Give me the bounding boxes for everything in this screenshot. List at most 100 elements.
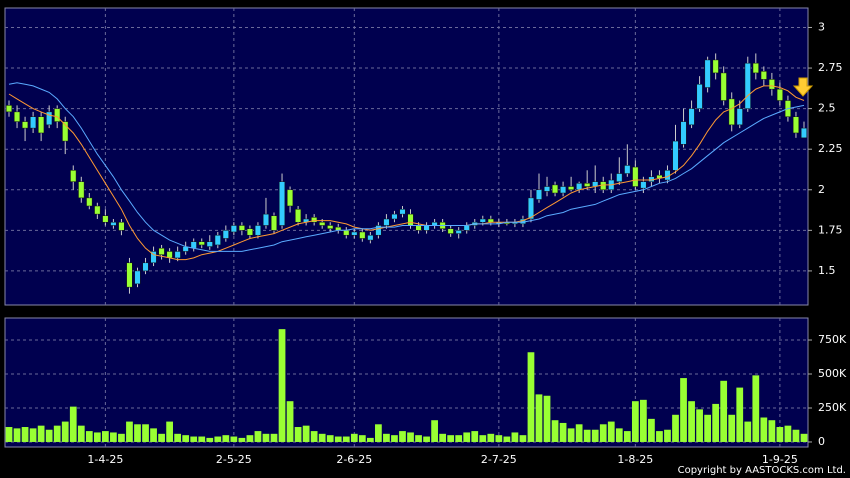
candle-body xyxy=(134,270,141,285)
volume-bar xyxy=(69,406,77,442)
volume-bar xyxy=(270,433,278,442)
volume-bar xyxy=(383,433,390,442)
y-tick-label: 2.5 xyxy=(818,102,836,115)
candle-body xyxy=(254,225,262,236)
candle-body xyxy=(768,79,775,90)
volume-bar xyxy=(447,435,455,442)
volume-bar xyxy=(471,431,479,442)
volume-bar xyxy=(463,432,471,442)
candle-body xyxy=(287,189,294,207)
candle-body xyxy=(391,213,398,220)
candle-body xyxy=(736,108,743,126)
y-tick-label: 2 xyxy=(818,183,825,196)
volume-bar xyxy=(85,431,93,442)
price-panel xyxy=(4,7,809,306)
volume-bar xyxy=(326,435,334,442)
candle-body xyxy=(359,231,366,239)
y-tick-label: 1.75 xyxy=(818,223,843,236)
candle-body xyxy=(455,230,462,234)
volume-bar xyxy=(246,435,254,442)
volume-bar xyxy=(672,414,679,442)
candle-body xyxy=(616,173,623,182)
volume-bar xyxy=(222,435,230,442)
arrow-icon xyxy=(792,77,814,97)
volume-bar xyxy=(77,425,85,442)
plot-layer: 1-4-25 2-5-25 2-6-25 2-7-25 1-8-25 1-9-25 1.5 1… xyxy=(5,8,847,466)
candle-body xyxy=(351,231,358,236)
copyright: Copyright by AASTOCKS.com Ltd. xyxy=(678,465,846,476)
candle-body xyxy=(423,225,430,231)
candle-body xyxy=(463,225,470,231)
volume-bar xyxy=(278,329,286,442)
candle-body xyxy=(54,108,61,122)
volume-bar xyxy=(415,435,422,442)
candle-body xyxy=(776,88,783,101)
candle-body xyxy=(126,262,133,288)
candle-body xyxy=(407,213,414,226)
volume-bar xyxy=(126,421,133,442)
candle-body xyxy=(696,84,703,109)
volume-bar xyxy=(431,420,438,442)
volume-bar xyxy=(206,437,214,442)
volume-bar xyxy=(656,431,663,442)
volume-bar xyxy=(93,432,101,442)
volume-bar xyxy=(696,409,703,442)
volume-bar xyxy=(407,432,414,442)
candle-body xyxy=(198,241,205,246)
candle-body xyxy=(311,217,318,223)
volume-bar xyxy=(495,435,503,442)
volume-bar xyxy=(455,435,463,442)
volume-bar xyxy=(768,420,776,442)
candle-body xyxy=(222,230,229,239)
volume-bar xyxy=(583,429,591,442)
volume-bar xyxy=(551,420,559,442)
volume-bar xyxy=(519,435,527,442)
candle-body xyxy=(415,225,422,231)
volume-bar xyxy=(503,436,511,442)
y-tick-label: 2.75 xyxy=(818,61,843,74)
candle-body xyxy=(166,251,173,259)
volume-bar xyxy=(423,436,430,442)
candle-body xyxy=(150,251,157,264)
candle-body xyxy=(720,72,727,101)
volume-bar xyxy=(728,414,736,442)
candle-body xyxy=(142,262,149,272)
candle-body xyxy=(70,170,77,182)
candle-body xyxy=(78,181,85,199)
volume-bar xyxy=(736,387,744,442)
volume-bar xyxy=(591,429,599,442)
candle-body xyxy=(110,221,117,226)
volume-bar xyxy=(535,394,543,442)
volume-bar xyxy=(615,428,623,442)
candle-body xyxy=(190,241,197,249)
y-tick-label: 1.5 xyxy=(818,264,836,277)
volume-bar xyxy=(198,436,206,442)
volume-bar xyxy=(792,429,800,442)
candle-body xyxy=(158,247,165,255)
volume-bar xyxy=(118,433,125,442)
volume-bar xyxy=(752,375,760,442)
candle-body xyxy=(118,221,125,231)
candle-body xyxy=(688,108,695,126)
volume-bar xyxy=(720,380,728,442)
volume-bar xyxy=(342,436,350,442)
volume-bar xyxy=(262,433,270,442)
candle-body xyxy=(535,189,543,200)
volume-bar xyxy=(13,428,21,442)
volume-bar xyxy=(294,427,302,442)
volume-bar xyxy=(375,424,382,442)
x-tick-label: 2-5-25 xyxy=(216,453,252,466)
volume-bar xyxy=(567,428,575,442)
volume-bar xyxy=(744,421,752,442)
candle-body xyxy=(752,62,759,74)
volume-bar xyxy=(575,424,583,442)
volume-bar xyxy=(230,436,238,442)
volume-bar xyxy=(776,427,784,442)
x-tick-label: 2-7-25 xyxy=(481,453,517,466)
volume-bar xyxy=(640,399,647,442)
candle-body xyxy=(206,241,213,247)
candle-body xyxy=(174,251,181,259)
volume-bar xyxy=(150,428,157,442)
x-tick-label: 1-8-25 xyxy=(617,453,653,466)
